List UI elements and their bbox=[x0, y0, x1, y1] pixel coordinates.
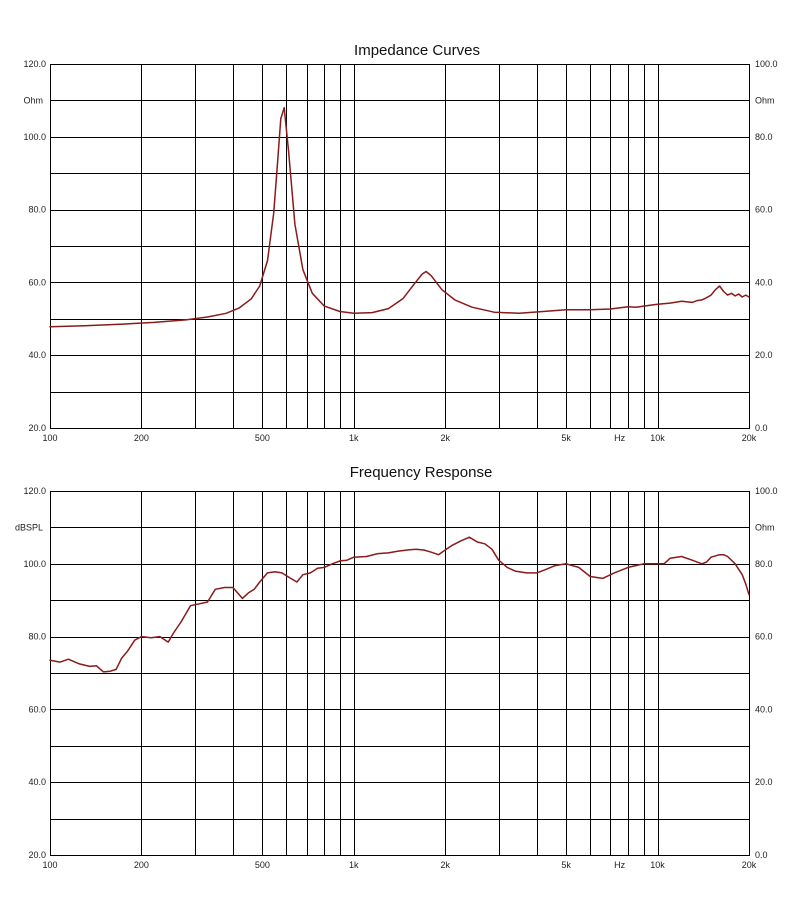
frequency-response-y-left-tick-label: 100.0 bbox=[23, 559, 46, 569]
impedance-y-left-tick-label: 80.0 bbox=[28, 205, 46, 215]
frequency-response-y-left-tick-label: 80.0 bbox=[28, 632, 46, 642]
impedance-series bbox=[49, 106, 750, 328]
impedance-y-right-tick-label: 20.0 bbox=[755, 350, 773, 360]
frequency-response-y-right-tick-label: 0.0 bbox=[755, 850, 768, 860]
impedance-left-unit-label: Ohm bbox=[23, 95, 43, 105]
frequency-response-series bbox=[49, 536, 750, 673]
impedance-x-tick-label: 500 bbox=[255, 433, 270, 443]
impedance-plot-frame bbox=[50, 64, 750, 429]
impedance-y-left-tick-label: 40.0 bbox=[28, 350, 46, 360]
frequency-response-grid bbox=[50, 491, 750, 856]
impedance-grid bbox=[50, 64, 750, 429]
frequency-response-plot-frame bbox=[50, 491, 750, 856]
impedance-y-right-tick-label: 100.0 bbox=[755, 59, 778, 69]
impedance-y-left-tick-label: 120.0 bbox=[23, 59, 46, 69]
frequency-response-x-tick-label: 200 bbox=[134, 860, 149, 870]
impedance-x-tick-label: Hz bbox=[614, 433, 625, 443]
frequency-response-x-tick-label: Hz bbox=[614, 860, 625, 870]
frequency-response-x-tick-label: 500 bbox=[255, 860, 270, 870]
impedance-y-left-tick-label: 60.0 bbox=[28, 277, 46, 287]
impedance-x-tick-label: 100 bbox=[42, 433, 57, 443]
frequency-response-x-tick-label: 20k bbox=[742, 860, 757, 870]
impedance-x-tick-label: 5k bbox=[561, 433, 571, 443]
impedance-curve bbox=[49, 106, 750, 328]
frequency-response-left-unit-label: dBSPL bbox=[15, 522, 43, 532]
impedance-y-right-tick-label: 60.0 bbox=[755, 205, 773, 215]
frequency-response-y-right-tick-label: 40.0 bbox=[755, 704, 773, 714]
frequency-response-y-right-tick-label: 100.0 bbox=[755, 486, 778, 496]
frequency-response-curve bbox=[49, 536, 750, 673]
frequency-response-y-right-tick-label: 60.0 bbox=[755, 632, 773, 642]
frequency-response-y-left-tick-label: 60.0 bbox=[28, 704, 46, 714]
frequency-response-y-right-tick-label: 20.0 bbox=[755, 777, 773, 787]
frequency-response-x-tick-label: 5k bbox=[561, 860, 571, 870]
impedance-y-left-tick-label: 20.0 bbox=[28, 423, 46, 433]
frequency-response-y-left-tick-label: 20.0 bbox=[28, 850, 46, 860]
impedance-x-tick-label: 10k bbox=[650, 433, 665, 443]
frequency-response-right-unit-label: Ohm bbox=[755, 522, 775, 532]
frequency-response-x-tick-label: 2k bbox=[440, 860, 450, 870]
frequency-response-x-tick-label: 10k bbox=[650, 860, 665, 870]
frequency-response-chart: Frequency Response 100 200 500 1k 2k 5k Hz 10k 2… bbox=[15, 464, 778, 870]
frequency-response-y-left-tick-label: 40.0 bbox=[28, 777, 46, 787]
impedance-y-right-tick-label: 80.0 bbox=[755, 132, 773, 142]
frequency-response-chart-title: Frequency Response bbox=[350, 464, 493, 481]
impedance-x-tick-label: 20k bbox=[742, 433, 757, 443]
impedance-y-right-tick-label: 40.0 bbox=[755, 277, 773, 287]
impedance-chart-title: Impedance Curves bbox=[354, 42, 480, 59]
impedance-right-unit-label: Ohm bbox=[755, 95, 775, 105]
frequency-response-tick-labels: 100 200 500 1k 2k 5k Hz 10k 20k 20.0 40.0 60.0 80.0 1… bbox=[23, 486, 777, 870]
frequency-response-x-tick-label: 1k bbox=[349, 860, 359, 870]
impedance-chart: Impedance Curves 100 200 500 1k 2k 5k Hz 10k 20k… bbox=[23, 42, 777, 443]
frequency-response-y-right-tick-label: 80.0 bbox=[755, 559, 773, 569]
impedance-x-tick-label: 2k bbox=[440, 433, 450, 443]
impedance-y-left-tick-label: 100.0 bbox=[23, 132, 46, 142]
impedance-x-tick-label: 200 bbox=[134, 433, 149, 443]
impedance-y-right-tick-label: 0.0 bbox=[755, 423, 768, 433]
frequency-response-y-left-tick-label: 120.0 bbox=[23, 486, 46, 496]
frequency-response-x-tick-label: 100 bbox=[42, 860, 57, 870]
impedance-x-tick-label: 1k bbox=[349, 433, 359, 443]
impedance-tick-labels: 100 200 500 1k 2k 5k Hz 10k 20k 20.0 40.0 60.0 80.0 1… bbox=[23, 59, 777, 443]
